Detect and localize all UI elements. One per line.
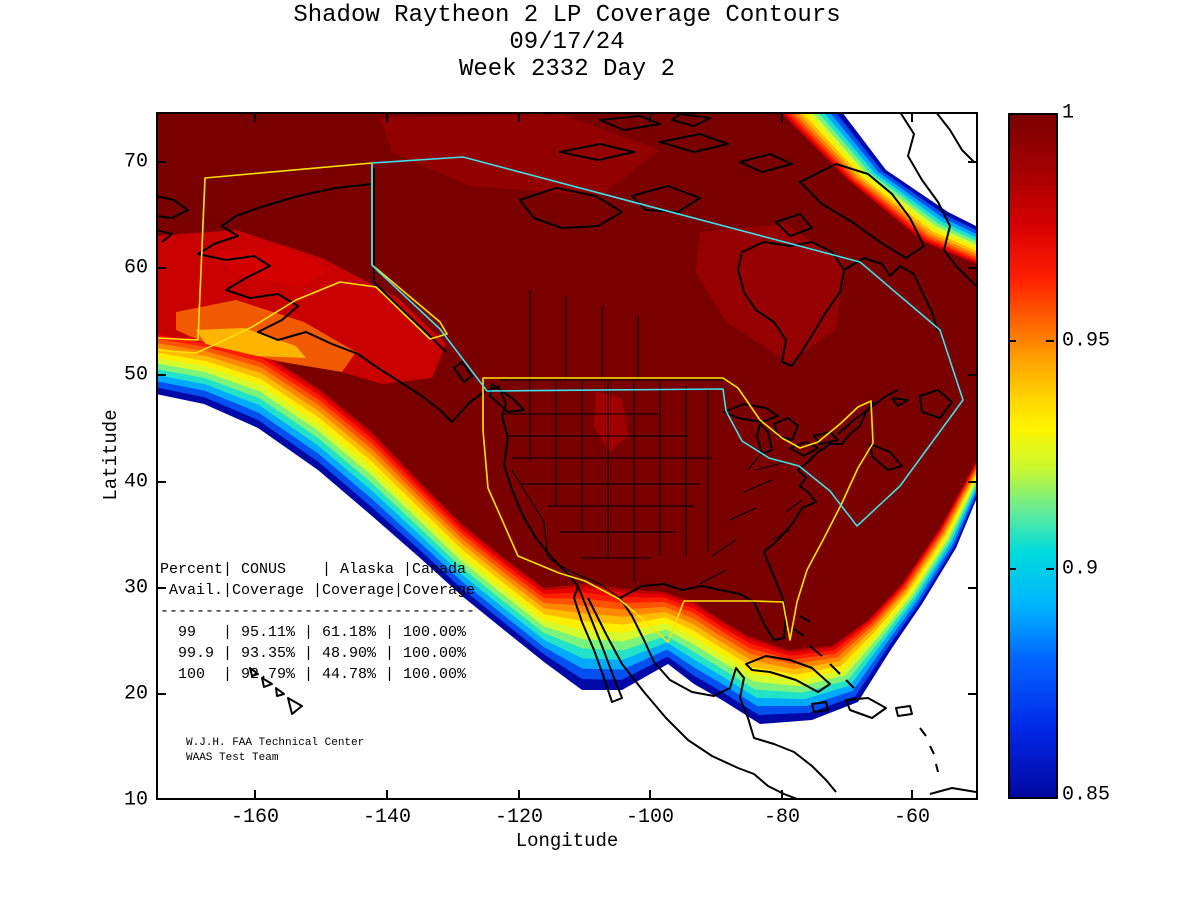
coastline — [791, 627, 805, 637]
coastline — [837, 389, 899, 435]
coastline — [895, 705, 913, 717]
y-tick-label: 20 — [123, 682, 148, 706]
state-border — [785, 499, 803, 513]
coastline — [723, 403, 779, 423]
colorbar-tick-label: 1 — [1062, 101, 1075, 125]
coastline — [899, 112, 977, 287]
colorbar-tick-label: 0.85 — [1062, 783, 1111, 807]
state-border — [729, 507, 757, 521]
coastline — [756, 423, 773, 455]
state-border — [755, 461, 787, 471]
colorbar-tick-label: 0.95 — [1062, 329, 1111, 353]
y-tick-label: 60 — [123, 256, 148, 280]
coastline — [261, 677, 273, 688]
coverage-patch — [196, 328, 306, 358]
coastline — [809, 645, 823, 657]
x-axis-label: Longitude — [515, 830, 619, 852]
x-tick-label: -100 — [625, 806, 674, 829]
y-tick-label: 50 — [123, 363, 148, 387]
coverage-patch — [594, 392, 628, 452]
plot-date: 09/17/24 — [509, 29, 625, 56]
coastline — [929, 745, 935, 755]
coastline — [453, 361, 473, 383]
coastline — [275, 687, 285, 697]
x-tick-label: -80 — [763, 806, 800, 829]
x-tick-label: -120 — [494, 806, 543, 829]
state-border — [511, 469, 549, 559]
x-tick-label: -140 — [362, 806, 411, 829]
plot-week-day: Week 2332 Day 2 — [458, 56, 676, 83]
coastline — [631, 185, 701, 213]
colorbar-tick-mark — [1008, 568, 1016, 570]
coastline — [869, 443, 903, 471]
canada-service-boundary — [371, 156, 964, 527]
coverage-patch — [380, 114, 660, 196]
colorbar-tick-mark — [1008, 340, 1016, 342]
y-tick-label: 30 — [123, 576, 148, 600]
plot-title: Shadow Raytheon 2 LP Coverage Contours — [293, 2, 841, 29]
coastline — [156, 195, 189, 219]
x-tick-label: -60 — [893, 806, 930, 829]
state-border — [743, 479, 773, 493]
coastline — [845, 679, 855, 689]
colorbar — [1008, 113, 1058, 799]
coastline — [929, 787, 977, 795]
coastline — [739, 153, 793, 173]
coastline — [197, 183, 453, 423]
coastline — [489, 383, 525, 413]
credit-annotation: W.J.H. FAA Technical Center WAAS Test Te… — [186, 736, 364, 766]
colorbar-tick-label: 0.9 — [1062, 557, 1099, 581]
plot-frame — [156, 112, 978, 800]
y-tick-label: 10 — [123, 788, 148, 812]
coastline — [891, 397, 909, 407]
title-block: Shadow Raytheon 2 LP Coverage Contours 0… — [156, 2, 978, 83]
coastline — [845, 697, 887, 719]
coastline — [811, 701, 829, 713]
coastline — [919, 727, 927, 737]
state-border — [747, 451, 763, 471]
coastline — [799, 615, 811, 623]
coverage-stats-table: Percent| CONUS | Alaska |Canada Avail.|C… — [160, 561, 476, 683]
coastline — [519, 187, 623, 229]
conus-service-boundary — [482, 377, 874, 643]
coastline — [789, 441, 819, 457]
coastline — [373, 281, 447, 353]
credit-line-2: WAAS Test Team — [186, 752, 279, 764]
colorbar-tick-mark — [1046, 340, 1054, 342]
coastline — [156, 229, 173, 243]
coastline — [587, 597, 801, 800]
coastline — [737, 241, 845, 367]
coastline — [829, 663, 841, 675]
coverage-contour-map — [156, 112, 978, 800]
coastline — [935, 763, 939, 773]
coastline — [919, 389, 953, 419]
coastline — [799, 163, 925, 259]
credit-line-1: W.J.H. FAA Technical Center — [186, 737, 365, 749]
coastline — [763, 401, 875, 553]
coastline — [287, 697, 303, 715]
coastline — [249, 667, 259, 677]
coastline — [843, 257, 939, 333]
state-border — [771, 529, 791, 541]
coastline — [935, 112, 975, 163]
state-border — [711, 539, 737, 557]
y-axis-label: Latitude — [100, 409, 122, 501]
colorbar-tick-mark — [1046, 568, 1054, 570]
y-tick-label: 70 — [123, 150, 148, 174]
coverage-patch — [214, 246, 330, 288]
coverage-patch — [696, 224, 844, 362]
coastline — [671, 113, 711, 127]
coastline — [659, 133, 729, 153]
coastline — [573, 585, 623, 703]
coastline — [619, 597, 837, 793]
coastline — [559, 143, 635, 161]
state-border — [699, 569, 727, 585]
x-tick-label: -160 — [230, 806, 279, 829]
coastline — [775, 213, 813, 237]
y-tick-label: 40 — [123, 470, 148, 494]
coastline — [599, 115, 661, 131]
coastline — [745, 655, 831, 693]
state-border — [547, 557, 621, 599]
